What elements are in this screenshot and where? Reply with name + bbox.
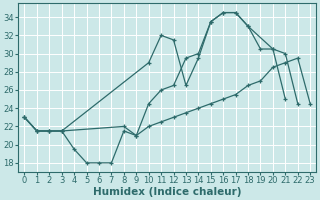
X-axis label: Humidex (Indice chaleur): Humidex (Indice chaleur) <box>93 187 242 197</box>
